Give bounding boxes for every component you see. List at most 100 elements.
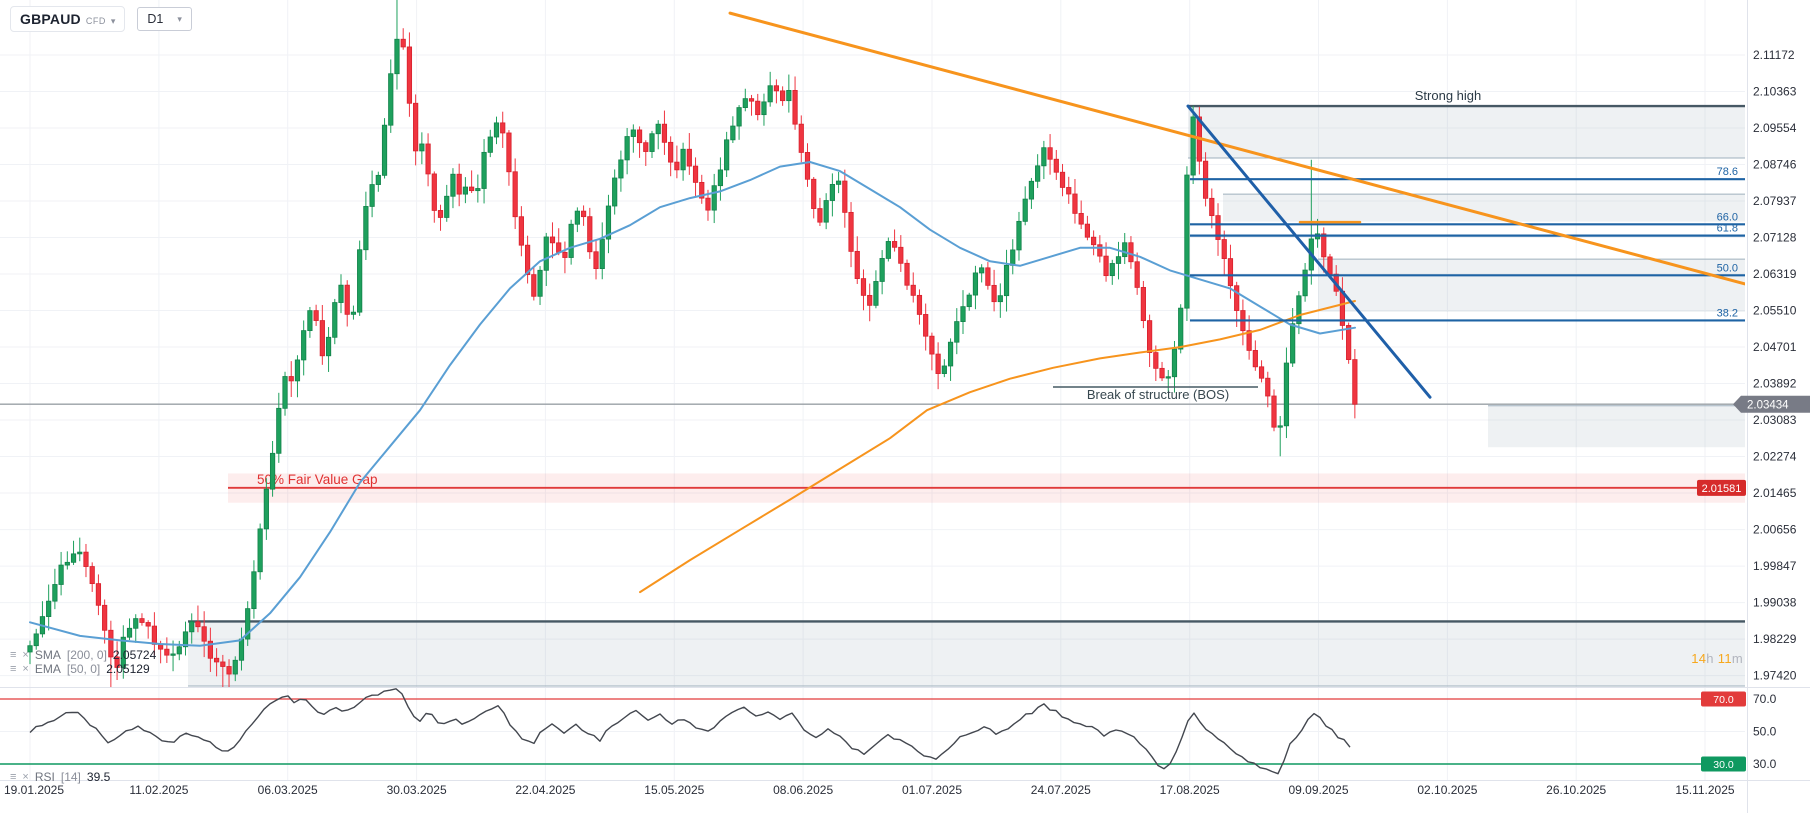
- time-axis-label: 02.10.2025: [1417, 783, 1477, 797]
- supply-zone-2: [1223, 194, 1745, 222]
- countdown-hours: 14: [1691, 651, 1707, 666]
- market-type-label: CFD: [85, 16, 106, 26]
- time-axis[interactable]: 19.01.2025 11.02.2025 06.03.2025 30.03.2025…: [4, 783, 1735, 797]
- symbol-selector[interactable]: GBPAUD CFD ▾: [10, 6, 126, 32]
- fibonacci-retracement[interactable]: 78.6 66.061.8 50.0 38.2: [1190, 166, 1745, 322]
- sma-name: SMA: [34, 648, 61, 662]
- price-axis-label: 1.98229: [1753, 632, 1797, 646]
- rsi-name: RSI: [34, 770, 55, 784]
- price-axis-label: 2.09554: [1753, 121, 1797, 135]
- price-axis-label: 2.02274: [1753, 450, 1797, 464]
- svg-text:30.0: 30.0: [1713, 759, 1734, 771]
- time-axis-label: 11.02.2025: [129, 783, 188, 797]
- rsi-line: [29, 688, 1351, 775]
- strong-high-label[interactable]: Strong high: [1415, 88, 1482, 103]
- indicator-settings-icon[interactable]: ≡: [10, 649, 17, 661]
- price-axis-label: 2.05510: [1753, 304, 1797, 318]
- price-axis-label: 2.00656: [1753, 523, 1797, 537]
- rsi-axis-label: 50.0: [1753, 725, 1777, 739]
- symbol-name: GBPAUD: [20, 11, 81, 27]
- time-axis-label: 09.09.2025: [1288, 783, 1348, 797]
- bos-label: Break of structure (BOS): [1087, 387, 1229, 402]
- demand-zone-bottom: [188, 621, 1745, 686]
- descending-trendline-blue[interactable]: [1186, 104, 1432, 399]
- price-axis-label: 2.03892: [1753, 377, 1797, 391]
- strong-high-supply-zone: [1188, 106, 1745, 158]
- time-axis-label: 15.11.2025: [1675, 783, 1734, 797]
- ema-value: 2.05129: [106, 662, 150, 676]
- fib-level-label: 66.0: [1717, 211, 1738, 223]
- time-axis-label: 24.07.2025: [1031, 783, 1091, 797]
- fib-level-label: 50.0: [1717, 262, 1738, 274]
- price-axis-label: 1.97420: [1753, 669, 1797, 683]
- rsi-params: [14]: [60, 770, 81, 784]
- ema50-line[interactable]: [29, 161, 1356, 647]
- svg-text:70.0: 70.0: [1713, 694, 1734, 706]
- price-axis-label: 2.04701: [1753, 340, 1797, 354]
- fvg-label[interactable]: 50% Fair Value Gap: [257, 472, 378, 487]
- gridlines: [0, 0, 1745, 780]
- candles-layer[interactable]: [27, 0, 1358, 692]
- time-axis-label: 17.08.2025: [1160, 783, 1220, 797]
- price-axis-label: 2.11172: [1753, 48, 1795, 62]
- rsi-axis-label: 70.0: [1753, 692, 1777, 706]
- fib-level-label: 38.2: [1717, 307, 1738, 319]
- demand-zone-right: [1488, 405, 1745, 448]
- bar-close-countdown: 14h 11m: [1691, 651, 1743, 666]
- rsi-pane[interactable]: [0, 688, 1745, 775]
- sma-value: 2.05724: [112, 648, 157, 662]
- price-axis-label: 1.99038: [1753, 596, 1797, 610]
- fib-level-label: 78.6: [1717, 166, 1738, 178]
- rsi-lower-tag: 30.0: [1701, 756, 1746, 772]
- countdown-minutes: 11: [1717, 651, 1732, 666]
- sma200-line[interactable]: [639, 300, 1356, 594]
- indicator-settings-icon[interactable]: ≡: [10, 771, 17, 783]
- price-axis-label: 2.07128: [1753, 230, 1797, 244]
- current-price-tag: 2.03434: [1733, 395, 1810, 413]
- ema-legend-row: ≡ × EMA [50, 0] 2.05129: [10, 662, 150, 676]
- time-axis-label: 08.06.2025: [773, 783, 833, 797]
- remove-indicator-icon[interactable]: ×: [22, 771, 29, 783]
- time-axis-label: 19.01.2025: [4, 783, 64, 797]
- time-axis-label: 30.03.2025: [387, 783, 447, 797]
- time-axis-label: 01.07.2025: [902, 783, 962, 797]
- price-axis-label: 2.06319: [1753, 267, 1797, 281]
- chevron-down-icon: ▾: [177, 13, 182, 24]
- supply-demand-zones[interactable]: [188, 104, 1745, 687]
- price-axis-label: 2.07937: [1753, 194, 1797, 208]
- price-axis-label: 2.08746: [1753, 157, 1797, 171]
- price-axis-label: 2.10363: [1753, 85, 1797, 99]
- remove-indicator-icon[interactable]: ×: [22, 649, 29, 661]
- time-axis-label: 06.03.2025: [258, 783, 318, 797]
- supply-zone-3: [1318, 259, 1745, 312]
- ema-name: EMA: [34, 662, 61, 676]
- fair-value-gap[interactable]: 50% Fair Value Gap: [228, 472, 1745, 503]
- descending-trendline-orange[interactable]: [728, 11, 1745, 286]
- indicator-settings-icon[interactable]: ≡: [10, 663, 17, 675]
- svg-text:2.03434: 2.03434: [1747, 399, 1789, 411]
- break-of-structure[interactable]: Break of structure (BOS): [1053, 386, 1258, 402]
- svg-text:2.01581: 2.01581: [1702, 483, 1742, 495]
- price-axis-label: 2.01465: [1753, 486, 1797, 500]
- fib-level-label: 61.8: [1717, 223, 1738, 235]
- sma-params: [200, 0]: [66, 648, 107, 662]
- price-axis[interactable]: 2.11172 2.10363 2.09554 2.08746 2.07937 2.071…: [1753, 48, 1797, 771]
- rsi-legend-row: ≡ × RSI [14] 39.5: [10, 770, 110, 784]
- chart-toolbar: GBPAUD CFD ▾ D1 ▾: [10, 6, 192, 32]
- alert-price-tag: 2.01581: [1697, 479, 1746, 496]
- chevron-down-icon: ▾: [110, 16, 116, 26]
- price-axis-label: 1.99847: [1753, 559, 1797, 573]
- timeframe-value: D1: [147, 12, 164, 26]
- timeframe-dropdown[interactable]: D1 ▾: [137, 7, 192, 31]
- time-axis-label: 22.04.2025: [515, 783, 575, 797]
- time-axis-label: 15.05.2025: [644, 783, 704, 797]
- rsi-value: 39.5: [86, 770, 111, 784]
- rsi-axis-label: 30.0: [1753, 757, 1777, 771]
- sma-legend-row: ≡ × SMA [200, 0] 2.05724: [10, 648, 156, 662]
- price-axis-label: 2.03083: [1753, 413, 1797, 427]
- ema-params: [50, 0]: [66, 662, 101, 676]
- time-axis-label: 26.10.2025: [1546, 783, 1606, 797]
- remove-indicator-icon[interactable]: ×: [22, 663, 29, 675]
